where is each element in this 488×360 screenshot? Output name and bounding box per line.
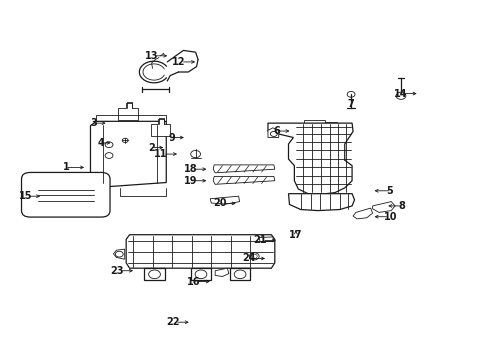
Text: 14: 14: [393, 89, 407, 99]
Polygon shape: [267, 123, 352, 194]
Polygon shape: [213, 165, 274, 173]
Text: 16: 16: [186, 276, 200, 287]
Polygon shape: [118, 103, 138, 120]
Text: 4: 4: [97, 138, 104, 148]
Text: 22: 22: [166, 317, 180, 327]
Text: 8: 8: [397, 201, 404, 211]
Text: 20: 20: [212, 198, 226, 208]
Polygon shape: [126, 235, 274, 268]
FancyBboxPatch shape: [21, 172, 110, 217]
Text: 18: 18: [183, 164, 197, 174]
Text: 19: 19: [183, 176, 197, 186]
Polygon shape: [144, 268, 164, 280]
Polygon shape: [213, 176, 274, 184]
Text: 6: 6: [273, 126, 280, 136]
Text: 15: 15: [19, 191, 32, 201]
Text: 17: 17: [288, 230, 302, 240]
Text: 5: 5: [386, 186, 392, 196]
Text: 24: 24: [242, 253, 255, 264]
Polygon shape: [288, 194, 354, 211]
Text: 12: 12: [172, 57, 185, 67]
Bar: [324, 122, 336, 127]
Text: 11: 11: [154, 149, 167, 159]
Polygon shape: [229, 268, 250, 280]
Bar: [304, 120, 324, 130]
Polygon shape: [190, 268, 211, 280]
Polygon shape: [90, 121, 166, 188]
Polygon shape: [267, 128, 278, 138]
Text: 7: 7: [347, 99, 354, 109]
Text: 10: 10: [384, 212, 397, 222]
Polygon shape: [113, 249, 124, 259]
Text: 21: 21: [253, 235, 266, 246]
Polygon shape: [372, 202, 394, 212]
Text: 13: 13: [144, 51, 158, 61]
Text: 1: 1: [63, 162, 70, 172]
Text: 23: 23: [110, 266, 123, 276]
Polygon shape: [215, 268, 228, 276]
Text: 9: 9: [168, 132, 175, 143]
Polygon shape: [352, 208, 372, 219]
Polygon shape: [150, 119, 170, 136]
Polygon shape: [210, 196, 239, 204]
Text: 2: 2: [147, 143, 154, 153]
Polygon shape: [259, 237, 273, 242]
Text: 3: 3: [90, 118, 97, 128]
